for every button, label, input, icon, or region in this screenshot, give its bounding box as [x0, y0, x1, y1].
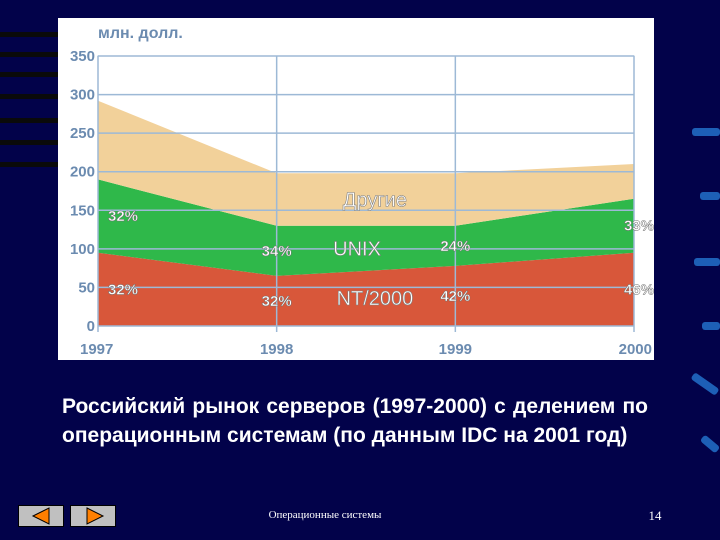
next-slide-button[interactable]: [70, 505, 116, 527]
area-0: [98, 252, 634, 326]
data-label: 34%: [262, 243, 292, 260]
y-tick-label: 0: [87, 318, 95, 335]
x-tick-label: 2000: [619, 341, 652, 358]
area-2: [98, 100, 634, 226]
x-tick-label: 1999: [439, 341, 472, 358]
data-label: 32%: [108, 281, 138, 298]
footer-title: Операционные системы: [268, 509, 382, 521]
series-name-label: UNIX: [333, 239, 381, 261]
market-chart: 0 50 100 150 200 250 300 350 1997 1998 1999 2000 млн…: [58, 18, 654, 360]
y-axis-label: млн. долл.: [98, 25, 183, 42]
series-name-label: Другие: [343, 189, 407, 211]
y-tick-label: 350: [70, 48, 95, 65]
triangle-right-icon: [86, 507, 105, 525]
data-label: 24%: [440, 238, 470, 255]
series-name-label: NT/2000: [337, 288, 414, 310]
x-tick-label: 1998: [260, 341, 293, 358]
y-tick-label: 200: [70, 164, 95, 181]
y-tick-label: 150: [70, 202, 95, 219]
y-tick-label: 100: [70, 241, 95, 258]
y-tick-label: 250: [70, 125, 95, 142]
page-number: 14: [648, 508, 662, 523]
x-tick-label: 1997: [80, 341, 113, 358]
data-label: 32%: [108, 208, 138, 225]
data-label: 32%: [262, 293, 292, 310]
y-tick-label: 50: [78, 279, 95, 296]
y-tick-label: 300: [70, 87, 95, 104]
area-1: [98, 179, 634, 276]
area-chart: 0 50 100 150 200 250 300 350 1997 1998 1999 2000 млн…: [70, 25, 654, 358]
data-label: 46%: [624, 281, 654, 298]
prev-slide-button[interactable]: [18, 505, 64, 527]
data-label: 33%: [624, 218, 654, 235]
chart-caption: Российский рынок серверов (1997-2000) с …: [62, 395, 648, 447]
triangle-left-icon: [31, 507, 50, 525]
data-label: 42%: [440, 288, 470, 305]
